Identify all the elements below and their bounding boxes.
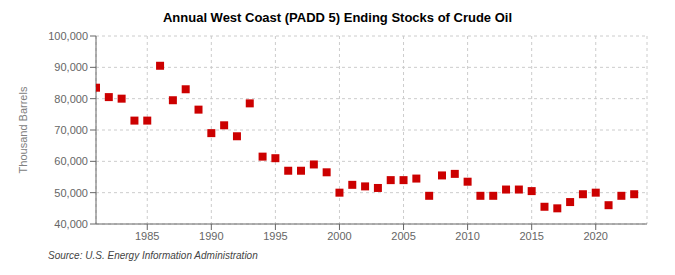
svg-text:70,000: 70,000 <box>54 124 88 136</box>
svg-text:80,000: 80,000 <box>54 93 88 105</box>
svg-text:1990: 1990 <box>199 230 223 242</box>
svg-text:2020: 2020 <box>584 230 608 242</box>
html-text:Source: U.S. Energy Informatio: Source: U.S. Energy Information Administ… <box>48 250 258 261</box>
svg-text:2005: 2005 <box>391 230 415 242</box>
svg-text:1995: 1995 <box>263 230 287 242</box>
svg-text:1985: 1985 <box>135 230 159 242</box>
svg-text:50,000: 50,000 <box>54 187 88 199</box>
svg-text:Thousand Barrels: Thousand Barrels <box>17 86 29 173</box>
svg-text:2015: 2015 <box>519 230 543 242</box>
svg-text:2010: 2010 <box>455 230 479 242</box>
html-text:Annual West Coast (PADD 5) End: Annual West Coast (PADD 5) Ending Stocks… <box>162 10 512 25</box>
svg-text:60,000: 60,000 <box>54 155 88 167</box>
svg-text:90,000: 90,000 <box>54 61 88 73</box>
svg-text:100,000: 100,000 <box>48 30 88 42</box>
svg-text:2000: 2000 <box>327 230 351 242</box>
svg-text:40,000: 40,000 <box>54 218 88 230</box>
